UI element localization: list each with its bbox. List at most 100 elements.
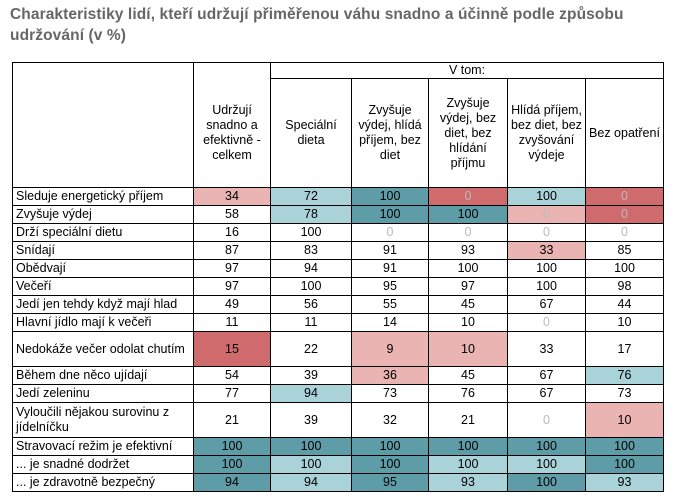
column-header: Speciální dieta — [270, 78, 352, 188]
table-cell: 11 — [270, 313, 352, 332]
table-cell: 93 — [428, 241, 508, 260]
table-cell: 0 — [428, 187, 508, 206]
table-cell: 83 — [270, 241, 352, 260]
row-label: Sleduje energetický příjem — [12, 187, 194, 206]
table-row: Během dne něco ujídají 54 39 36 45 67 76 — [12, 366, 664, 385]
table-row: Sleduje energetický příjem 34 72 100 0 1… — [12, 187, 664, 206]
table-row: Obědvají 97 94 91 100 100 100 — [12, 259, 664, 278]
table-row: Jedí jen tehdy když mají hlad 49 56 55 4… — [12, 295, 664, 314]
table-row: ... je snadné dodržet 100 100 100 100 10… — [12, 455, 664, 474]
table-cell: 100 — [507, 187, 586, 206]
table-cell: 0 — [585, 187, 664, 206]
table-cell: 76 — [428, 384, 508, 403]
table-cell: 100 — [351, 455, 429, 474]
table-cell: 94 — [270, 259, 352, 278]
table-cell: 100 — [585, 455, 664, 474]
row-label: Stravovací režim je efektivní — [12, 437, 194, 456]
row-label: Během dne něco ujídají — [12, 366, 194, 385]
table-cell: 67 — [507, 384, 586, 403]
table-cell: 17 — [585, 331, 664, 367]
table-cell: 16 — [193, 223, 271, 242]
table-cell: 93 — [428, 473, 508, 492]
table-cell: 10 — [428, 331, 508, 367]
table-row: Zvyšuje výdej 58 78 100 100 0 0 — [12, 205, 664, 224]
table-cell: 58 — [193, 205, 271, 224]
page-title: Charakteristiky lidí, kteří udržují přim… — [10, 6, 624, 44]
row-label: Večeří — [12, 277, 194, 296]
row-label: Vyloučili nějakou surovinu z jídelníčku — [12, 402, 194, 438]
table-cell: 100 — [428, 437, 508, 456]
table-cell: 34 — [193, 187, 271, 206]
table-row: Hlavní jídlo mají k večeři 11 11 14 10 0… — [12, 313, 664, 332]
table-row: Nedokáže večer odolat chutím 15 22 9 10 … — [12, 331, 664, 367]
table-row: Stravovací režim je efektivní 100 100 10… — [12, 437, 664, 456]
row-label: Zvyšuje výdej — [12, 205, 194, 224]
table-cell: 95 — [351, 277, 429, 296]
table-cell: 94 — [193, 473, 271, 492]
row-label: Jedí zeleninu — [12, 384, 194, 403]
row-label: Nedokáže večer odolat chutím — [12, 331, 194, 367]
table-cell: 91 — [351, 259, 429, 278]
table-cell: 55 — [351, 295, 429, 314]
table-cell: 97 — [193, 259, 271, 278]
table-cell: 76 — [585, 366, 664, 385]
table-cell: 100 — [585, 437, 664, 456]
table-cell: 100 — [507, 437, 586, 456]
row-label: Jedí jen tehdy když mají hlad — [12, 295, 194, 314]
table-cell: 100 — [428, 455, 508, 474]
table-cell: 0 — [585, 205, 664, 224]
header-spacer — [193, 62, 271, 79]
table-cell: 100 — [270, 277, 352, 296]
column-header: Udržují snadno a efektivně - celkem — [193, 78, 271, 188]
characteristics-table: V tom: Udržují snadno a efektivně - celk… — [12, 62, 664, 492]
row-label: ... je snadné dodržet — [12, 455, 194, 474]
table-row: Jedí zeleninu 77 94 73 76 67 73 — [12, 384, 664, 403]
table-cell: 87 — [193, 241, 271, 260]
row-label: Obědvají — [12, 259, 194, 278]
table-cell: 100 — [193, 437, 271, 456]
table-cell: 0 — [507, 402, 586, 438]
table-cell: 100 — [585, 259, 664, 278]
table-cell: 32 — [351, 402, 429, 438]
table-cell: 21 — [428, 402, 508, 438]
table-cell: 72 — [270, 187, 352, 206]
table-cell: 33 — [507, 241, 586, 260]
row-label: Snídají — [12, 241, 194, 260]
table-cell: 14 — [351, 313, 429, 332]
table-cell: 100 — [507, 277, 586, 296]
table-cell: 100 — [193, 455, 271, 474]
table-cell: 85 — [585, 241, 664, 260]
table-cell: 100 — [428, 205, 508, 224]
group-header-row: V tom: — [12, 62, 664, 188]
table-cell: 77 — [193, 384, 271, 403]
table-cell: 78 — [270, 205, 352, 224]
table-cell: 15 — [193, 331, 271, 367]
table-cell: 91 — [351, 241, 429, 260]
row-label: ... je zdravotně bezpečný — [12, 473, 194, 492]
table-cell: 56 — [270, 295, 352, 314]
table-cell: 67 — [507, 366, 586, 385]
table-cell: 100 — [507, 473, 586, 492]
table-row: Drží speciální dietu 16 100 0 0 0 0 — [12, 223, 664, 242]
table-cell: 94 — [270, 473, 352, 492]
table-cell: 49 — [193, 295, 271, 314]
table-cell: 0 — [507, 205, 586, 224]
table-cell: 10 — [585, 313, 664, 332]
table-cell: 73 — [351, 384, 429, 403]
table-cell: 45 — [428, 295, 508, 314]
table-cell: 10 — [428, 313, 508, 332]
table-cell: 22 — [270, 331, 352, 367]
row-label: Drží speciální dietu — [12, 223, 194, 242]
table-cell: 21 — [193, 402, 271, 438]
column-header: Zvyšuje výdej, bez diet, bez hlídání pří… — [428, 78, 508, 188]
table-row: Vyloučili nějakou surovinu z jídelníčku … — [12, 402, 664, 438]
table-cell: 100 — [351, 205, 429, 224]
table-cell: 0 — [351, 223, 429, 242]
table-cell: 39 — [270, 366, 352, 385]
table-row: ... je zdravotně bezpečný 94 94 95 93 10… — [12, 473, 664, 492]
table-cell: 67 — [507, 295, 586, 314]
table-cell: 0 — [585, 223, 664, 242]
table-cell: 36 — [351, 366, 429, 385]
table-cell: 93 — [585, 473, 664, 492]
corner-cell — [12, 62, 194, 188]
